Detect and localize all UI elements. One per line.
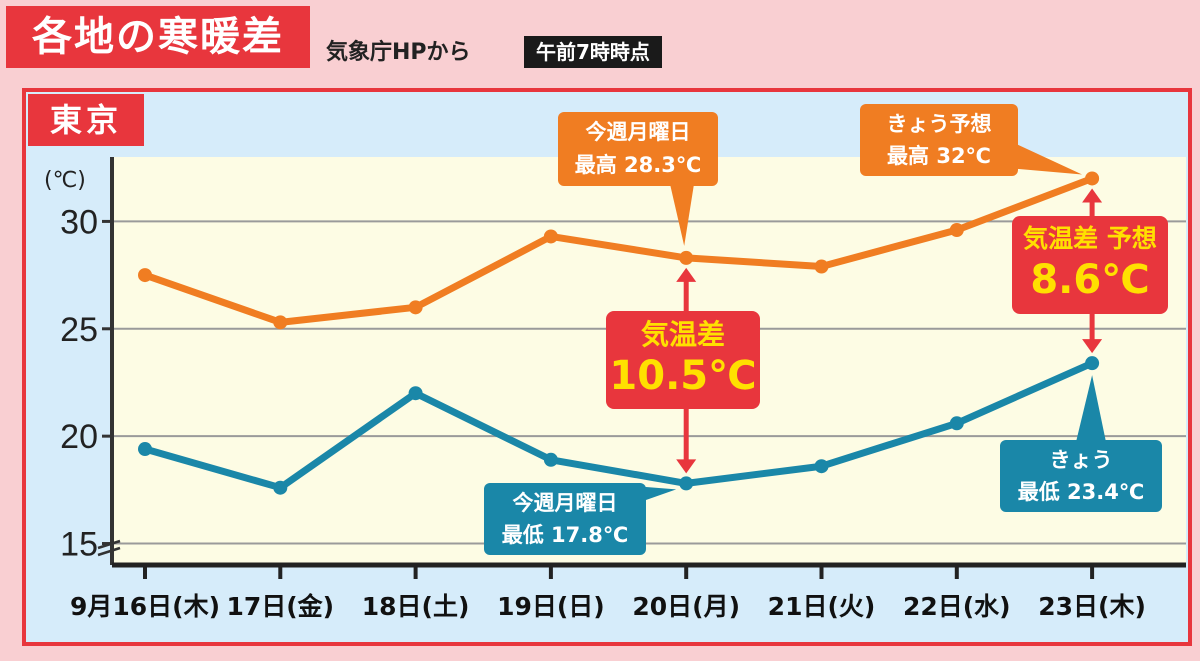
axis-break-mark xyxy=(97,539,121,550)
data-point xyxy=(273,480,288,495)
data-point xyxy=(138,268,152,283)
y-axis-label: (℃) xyxy=(44,168,86,193)
callout-today-high-line1: きょう予想 xyxy=(886,112,992,136)
callout-monday-high: 今週月曜日 最高 28.3℃ xyxy=(558,112,718,186)
x-axis: 9月16日(木) 17日(金) 18日(土) 19日(日) 20日(月) 21日(火) 22… xyxy=(70,562,1186,621)
callout-pointers xyxy=(620,142,1106,500)
callout-monday-low-line1: 今週月曜日 xyxy=(512,491,618,515)
data-point xyxy=(814,459,829,474)
callout-today-low-line1: きょう xyxy=(1049,448,1113,472)
diff-box-today: 気温差 予想 8.6℃ xyxy=(1012,216,1168,314)
time-badge: 午前7時時点 xyxy=(524,36,662,68)
diff-today-value: 8.6℃ xyxy=(1030,257,1150,303)
data-point xyxy=(408,300,423,315)
axis-break-mark xyxy=(97,546,121,557)
y-axis-ticks: 15 20 25 30 xyxy=(60,157,121,565)
y-tick-label: 15 xyxy=(60,526,98,564)
x-tick-label: 9月16日(木) xyxy=(70,592,220,621)
callout-monday-low-line2: 最低 17.8℃ xyxy=(501,523,629,547)
data-point xyxy=(679,250,694,265)
callout-monday-high-line1: 今週月曜日 xyxy=(585,120,691,144)
diff-box-monday: 気温差 10.5℃ xyxy=(606,311,760,409)
data-point xyxy=(814,259,829,274)
series-line-low xyxy=(144,359,1094,492)
city-label: 東京 xyxy=(28,94,144,146)
data-point xyxy=(543,229,558,244)
callout-today-low-line2: 最低 23.4℃ xyxy=(1017,480,1145,504)
data-point xyxy=(679,476,694,491)
data-point xyxy=(1085,356,1100,371)
callout-today-high-line2: 最高 32℃ xyxy=(887,144,991,168)
data-point xyxy=(273,315,288,330)
x-tick-label: 18日(土) xyxy=(362,592,470,621)
data-point xyxy=(949,223,964,238)
arrow-head-up xyxy=(1082,188,1103,203)
data-point xyxy=(138,442,152,457)
x-tick-label: 23日(木) xyxy=(1038,592,1146,621)
callout-monday-high-line2: 最高 28.3℃ xyxy=(574,153,702,177)
pointer-today-low xyxy=(1076,375,1106,442)
data-point xyxy=(949,416,964,431)
x-tick-label: 20日(月) xyxy=(632,592,740,621)
data-point xyxy=(543,452,558,467)
x-tick-label: 22日(水) xyxy=(903,592,1011,621)
data-point xyxy=(1085,171,1100,186)
arrow-head-down xyxy=(676,459,697,474)
page-title: 各地の寒暖差 xyxy=(6,6,310,68)
callout-today-high: きょう予想 最高 32℃ xyxy=(860,104,1018,176)
arrow-head-up xyxy=(676,267,697,282)
pointer-monday-high xyxy=(670,184,694,246)
source-label: 気象庁HPから xyxy=(326,40,471,65)
diff-today-label: 気温差 予想 xyxy=(1023,224,1157,253)
diff-monday-value: 10.5℃ xyxy=(609,353,757,399)
pointer-today-high xyxy=(1008,142,1083,175)
data-point xyxy=(408,386,423,401)
callout-monday-low: 今週月曜日 最低 17.8℃ xyxy=(484,483,646,555)
y-tick-label: 30 xyxy=(60,203,98,241)
diff-monday-label: 気温差 xyxy=(640,318,725,351)
series-line-high xyxy=(143,175,1094,326)
callout-today-low: きょう 最低 23.4℃ xyxy=(1000,440,1162,512)
x-tick-label: 17日(金) xyxy=(226,592,334,621)
x-tick-label: 19日(日) xyxy=(497,592,605,621)
series-lines xyxy=(138,171,1100,495)
arrow-head-down xyxy=(1082,339,1103,354)
y-tick-label: 25 xyxy=(60,311,98,349)
x-tick-label: 21日(火) xyxy=(768,592,876,621)
y-tick-label: 20 xyxy=(60,418,98,456)
